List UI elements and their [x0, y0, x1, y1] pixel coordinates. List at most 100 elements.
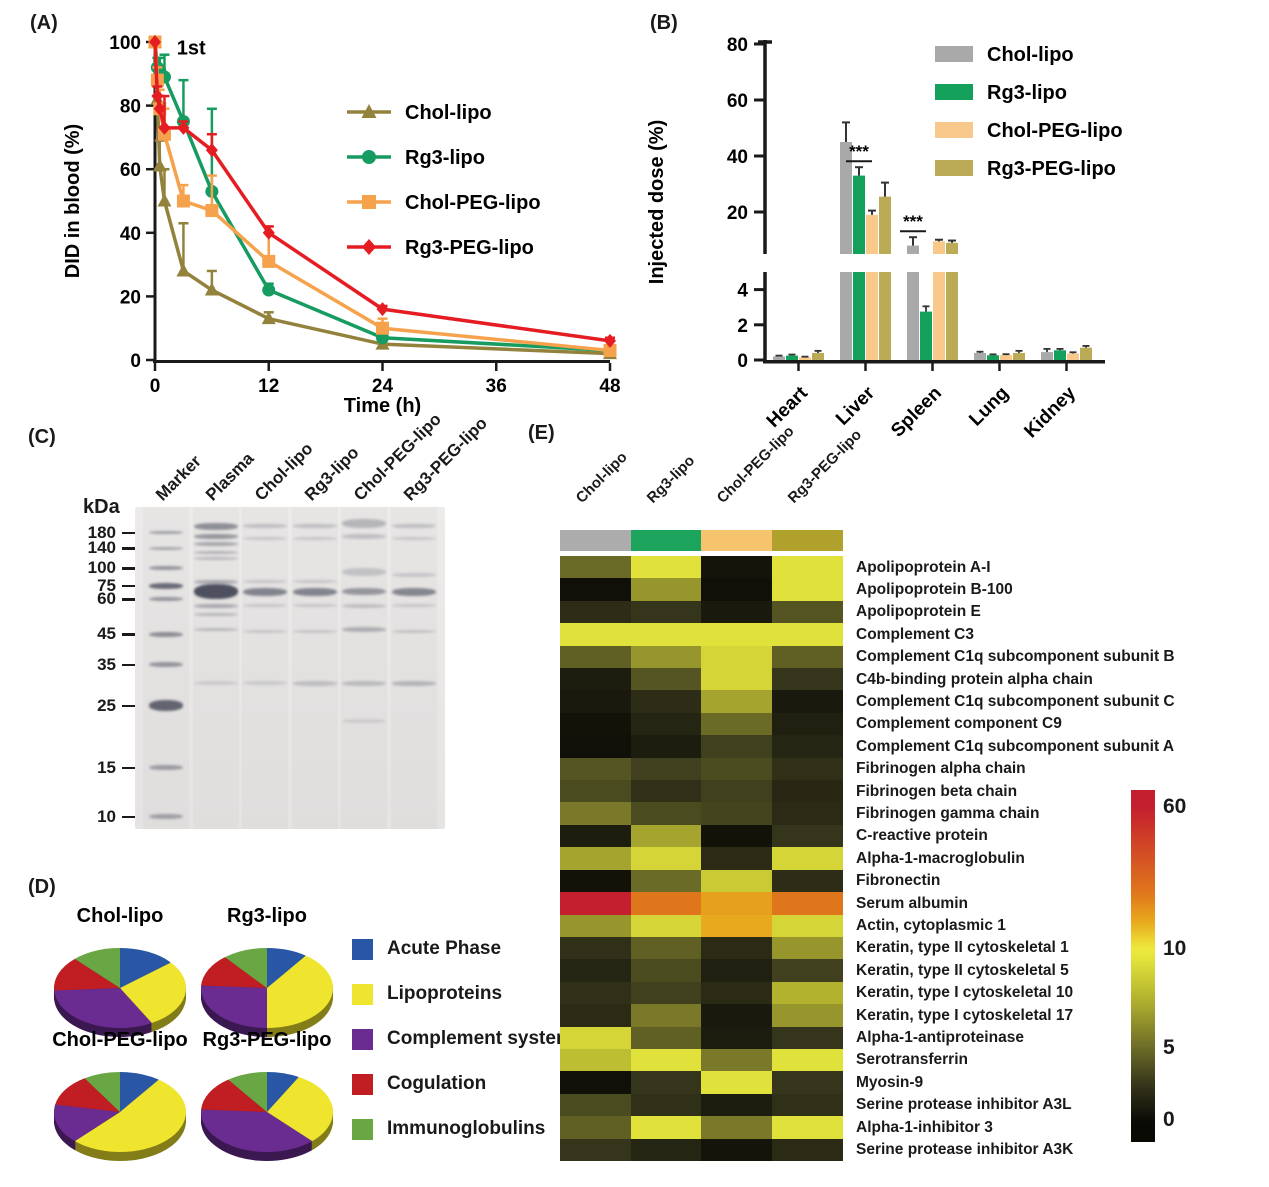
legend-label: Rg3-PEG-lipo: [987, 158, 1116, 180]
heatmap-cell: [630, 690, 702, 714]
panel-c-label: (C): [28, 426, 56, 448]
heatmap-row-label: Apolipoprotein E: [856, 603, 981, 621]
heatmap-cell: [560, 1026, 631, 1050]
pie-chol-lipo: Chol-lipo: [54, 905, 186, 1037]
legend-label: Acute Phase: [387, 938, 502, 959]
heatmap-cell: [560, 623, 631, 647]
y-tick-label: 4: [737, 281, 748, 302]
y-tick-label: 60: [727, 91, 748, 112]
legend-label: Chol-PEG-lipo: [987, 120, 1123, 142]
column-color-strip: [701, 530, 772, 551]
heatmap-cell: [701, 645, 772, 669]
pie-slice: [267, 955, 333, 1028]
heatmap-cell: [630, 1138, 702, 1162]
ladder-tick: [122, 633, 135, 636]
heatmap-cell: [560, 824, 631, 848]
pie-slice: [54, 958, 120, 991]
pie-slice: [84, 1072, 120, 1112]
heatmap-cell: [701, 1116, 772, 1140]
legend-item-rg3-peg-lipo: Rg3-PEG-lipo: [347, 237, 534, 259]
gel-band: [193, 627, 238, 631]
data-point: [177, 120, 190, 135]
data-point: [152, 158, 167, 172]
gel-band: [243, 580, 288, 584]
y-axis-title: DID in blood (%): [62, 124, 84, 278]
bar-lower: [974, 352, 986, 360]
y-tick-label: 2: [737, 316, 748, 337]
panel-b-label: (B): [650, 12, 678, 34]
gel-band: [342, 603, 387, 608]
gel-band: [193, 603, 238, 608]
y-tick-label: 80: [727, 35, 748, 56]
heatmap-cell: [701, 1093, 772, 1117]
heatmap-cell: [560, 556, 631, 579]
heatmap-cell: [771, 802, 843, 826]
gel-band: [193, 551, 238, 554]
pie-slice: [201, 957, 267, 988]
pie-legend-item: Immunoglobulins: [352, 1118, 545, 1140]
panel-d-label: (D): [28, 876, 56, 898]
bar-lower: [812, 352, 824, 360]
y-tick-label: 20: [120, 287, 141, 308]
ladder-label: 140: [87, 538, 116, 557]
ladder-label: 10: [97, 806, 116, 826]
data-point: [262, 283, 276, 297]
gel-band: [292, 604, 337, 608]
pie-legend-item: Acute Phase: [352, 938, 501, 960]
heatmap-cell: [630, 1071, 702, 1095]
legend-label: Chol-lipo: [987, 44, 1074, 66]
gel-band: [193, 533, 238, 539]
pie-rg3-peg-lipo: Rg3-PEG-lipo: [200, 1029, 334, 1161]
heatmap-cell: [771, 824, 843, 848]
legend-item-chol-lipo: Chol-lipo: [347, 102, 492, 124]
heatmap-cell: [771, 1071, 843, 1095]
heatmap-cell: [701, 600, 772, 624]
heatmap-cell: [560, 600, 631, 624]
heatmap-cell: [560, 1116, 631, 1140]
heatmap-cell: [771, 869, 843, 893]
heatmap-cell: [630, 1004, 702, 1028]
gel-band: [193, 556, 238, 560]
column-color-strip: [630, 530, 702, 551]
legend-item-rg3-lipo: Rg3-lipo: [347, 147, 485, 169]
heatmap-row-label: Keratin, type I cytoskeletal 10: [856, 984, 1074, 1002]
data-point: [205, 143, 218, 158]
legend-label: Complement system: [387, 1028, 573, 1049]
x-tick-label: 12: [258, 376, 279, 397]
data-point: [157, 193, 172, 207]
heatmap-cell: [560, 959, 631, 983]
pie-title: Chol-PEG-lipo: [52, 1029, 188, 1051]
heatmap-cell: [701, 1071, 772, 1095]
heatmap-row-label: Keratin, type II cytoskeletal 1: [856, 939, 1069, 957]
data-point: [262, 225, 275, 240]
heatmap-row-label: Apolipoprotein A-I: [856, 558, 991, 576]
heatmap-cell: [771, 578, 843, 602]
pie-legend-item: Cogulation: [352, 1073, 486, 1095]
heatmap-cell: [630, 757, 702, 781]
legend-swatch: [352, 983, 373, 1005]
kda-unit-label: kDa: [83, 496, 120, 518]
gel-band: [243, 524, 288, 529]
heatmap-cell: [630, 959, 702, 983]
heatmap-cell: [771, 623, 843, 647]
ladder-tick: [122, 547, 135, 550]
bar-upper: [879, 196, 891, 254]
pie-chol-peg-lipo: Chol-PEG-lipo: [52, 1029, 188, 1161]
data-point: [361, 104, 377, 118]
bar-upper: [840, 142, 852, 254]
heatmap-cell: [630, 712, 702, 736]
heatmap-cell: [560, 578, 631, 602]
colorbar-tick-label: 5: [1163, 1035, 1175, 1059]
heatmap-cell: [771, 735, 843, 759]
heatmap-cell: [701, 668, 772, 691]
legend-label: Rg3-lipo: [405, 147, 485, 169]
gel-image: [135, 507, 445, 829]
legend-swatch: [935, 122, 973, 138]
pie-slice: [120, 948, 171, 988]
heatmap-row-label: Complement C1q subcomponent subunit C: [856, 692, 1175, 710]
ladder-tick: [122, 531, 135, 535]
heatmap-cell: [771, 712, 843, 736]
bar-lower: [1067, 353, 1079, 360]
significance-stars: ***: [903, 212, 923, 231]
panel-e-label: (E): [528, 422, 555, 444]
